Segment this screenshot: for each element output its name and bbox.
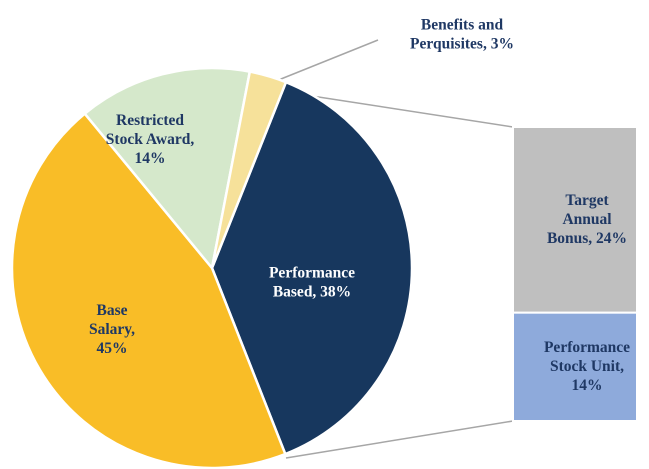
- slice-label: Base Salary, 45%: [89, 302, 135, 357]
- pie-slice: [210, 70, 288, 269]
- bar-label: Performance Stock Unit, 14%: [544, 338, 630, 393]
- slice-label: Benefits and Perquisites, 3%: [410, 16, 514, 52]
- slice-label: Performance Based, 38%: [269, 264, 355, 300]
- bar-segment: [512, 311, 638, 422]
- bar-label: Target Annual Bonus, 24%: [547, 191, 627, 246]
- leader-line: [265, 39, 379, 86]
- pie-slice: [10, 111, 287, 469]
- pie-slice: [210, 80, 414, 456]
- connector-line: [285, 91, 514, 128]
- pie-slice: [83, 66, 252, 271]
- connector-line: [285, 420, 514, 459]
- slice-label: Restricted Stock Award, 14%: [106, 112, 195, 167]
